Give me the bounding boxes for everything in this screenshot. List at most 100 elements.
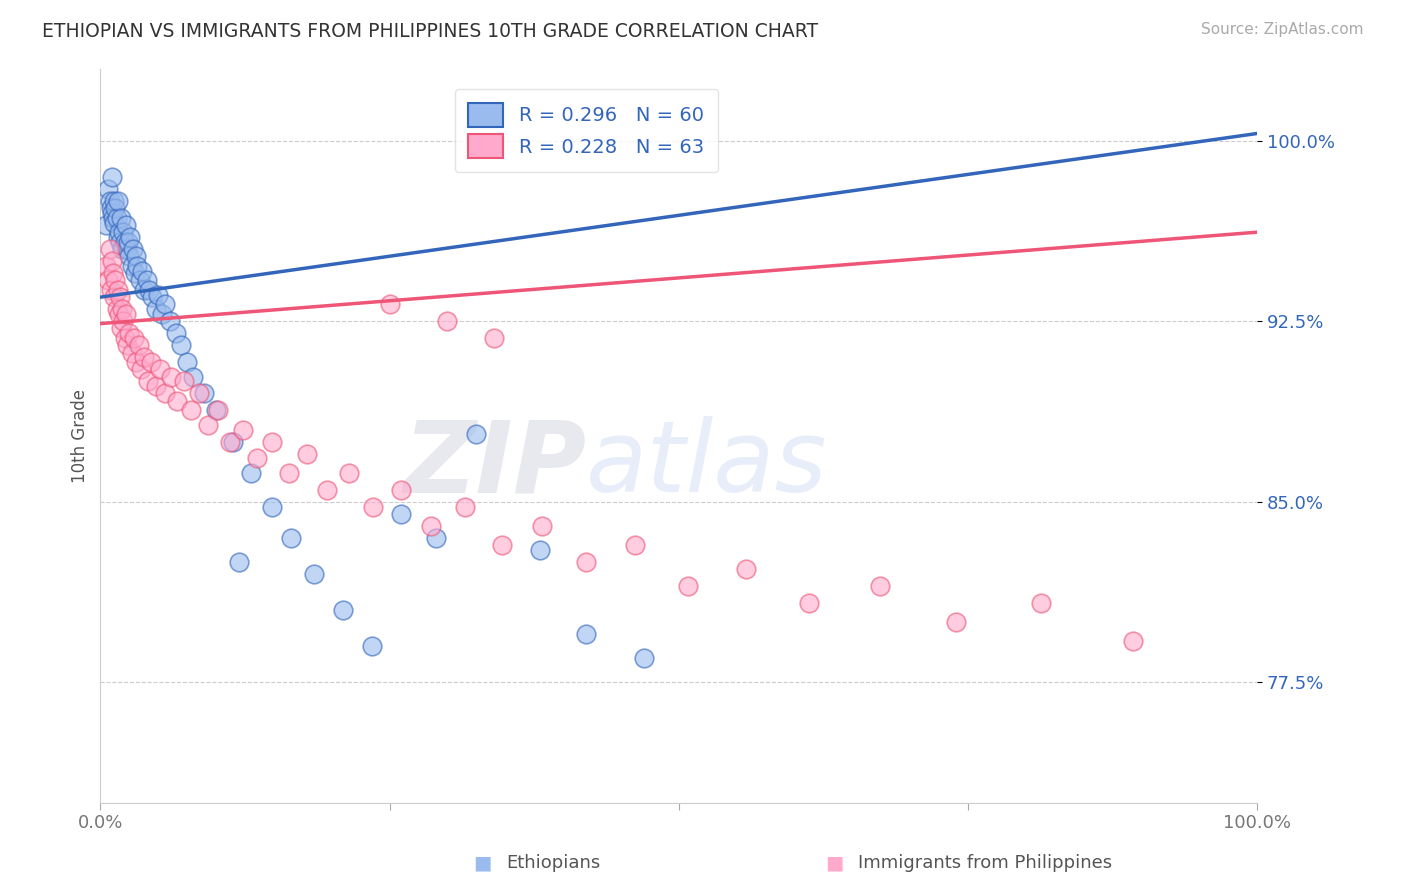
Point [332,603,354,617]
Point [138,283,160,297]
Point [125,355,148,369]
Point [491,538,513,552]
Point [222,434,245,449]
Point [112,225,135,239]
Point [149,362,172,376]
Point [531,518,554,533]
Point [297,447,319,461]
Text: ETHIOPIAN VS IMMIGRANTS FROM PHILIPPINES 10TH GRADE CORRELATION CHART: ETHIOPIAN VS IMMIGRANTS FROM PHILIPPINES… [42,22,818,41]
Point [114,235,136,249]
Point [187,386,209,401]
Point [676,579,699,593]
Point [97,273,120,287]
Point [121,345,143,359]
Legend: R = 0.296   N = 60, R = 0.228   N = 63: R = 0.296 N = 60, R = 0.228 N = 63 [454,89,717,171]
Point [101,169,124,184]
Point [98,194,121,208]
Point [197,417,219,432]
Point [260,500,283,514]
Point [1122,634,1144,648]
Point [101,206,124,220]
Point [105,302,128,317]
Point [148,287,170,301]
Point [575,555,598,569]
Point [104,273,127,287]
Point [232,423,254,437]
Point [110,321,132,335]
Point [120,230,142,244]
Text: Ethiopians: Ethiopians [506,855,600,872]
Point [181,369,204,384]
Point [337,466,360,480]
Point [114,307,136,321]
Point [239,466,262,480]
Point [134,351,156,365]
Point [107,194,129,208]
Point [165,326,187,341]
Point [363,500,385,514]
Point [176,355,198,369]
Point [945,615,967,629]
Y-axis label: 10th Grade: 10th Grade [72,389,89,483]
Point [529,542,551,557]
Point [150,307,173,321]
Point [1029,596,1052,610]
Point [114,218,136,232]
Point [166,393,188,408]
Point [118,326,141,341]
Point [129,362,152,376]
Point [228,555,250,569]
Point [122,331,145,345]
Point [316,483,339,497]
Point [101,211,124,225]
Point [454,500,477,514]
Point [108,290,131,304]
Point [121,242,143,256]
Point [103,194,125,208]
Point [145,302,167,317]
Point [127,259,149,273]
Text: atlas: atlas [586,417,828,514]
Point [207,403,229,417]
Point [136,375,159,389]
Point [101,254,124,268]
Point [170,338,193,352]
Point [389,483,412,497]
Point [115,242,138,256]
Point [111,242,134,256]
Point [361,639,384,653]
Point [425,531,447,545]
Point [869,579,891,593]
Point [108,225,131,239]
Point [108,307,131,321]
Point [94,259,117,273]
Point [245,451,267,466]
Text: ■: ■ [474,854,492,872]
Text: ■: ■ [825,854,844,872]
Point [280,531,302,545]
Point [114,331,136,345]
Point [125,249,148,263]
Point [134,283,156,297]
Point [105,211,128,225]
Point [94,218,117,232]
Point [153,297,176,311]
Point [465,427,488,442]
Point [389,507,412,521]
Point [159,314,181,328]
Point [115,338,138,352]
Point [734,562,756,576]
Text: ZIP: ZIP [404,417,586,514]
Point [131,263,153,277]
Point [107,283,129,297]
Point [145,379,167,393]
Point [100,283,122,297]
Point [118,249,141,263]
Point [153,386,176,401]
Point [141,355,163,369]
Point [160,369,183,384]
Point [121,259,143,273]
Point [623,538,645,552]
Point [378,297,401,311]
Point [104,201,127,215]
